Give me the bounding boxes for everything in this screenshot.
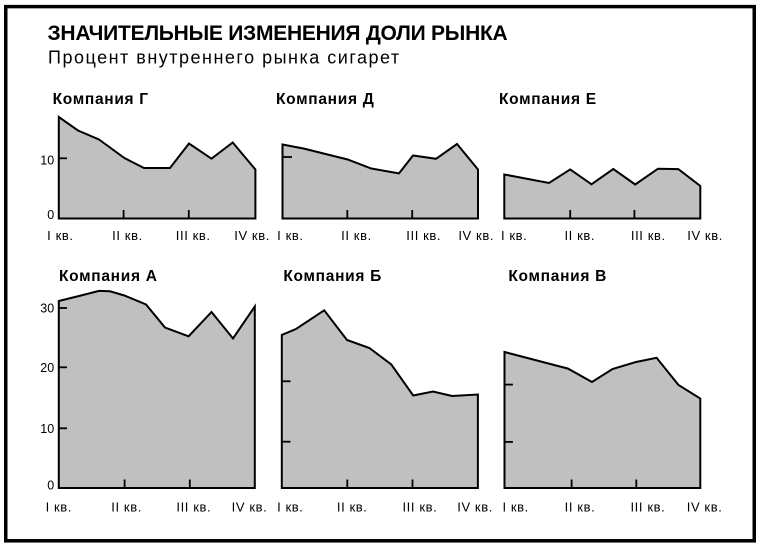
- svg-text:Компания Д: Компания Д: [276, 91, 374, 108]
- svg-text:30: 30: [40, 302, 54, 316]
- svg-text:IV кв.: IV кв.: [458, 228, 494, 243]
- svg-text:Компания Б: Компания Б: [283, 268, 382, 285]
- svg-text:IV кв.: IV кв.: [457, 499, 493, 514]
- svg-text:III кв.: III кв.: [631, 228, 666, 243]
- svg-text:II кв.: II кв.: [341, 228, 372, 243]
- svg-text:II кв.: II кв.: [564, 228, 595, 243]
- svg-text:10: 10: [40, 422, 54, 436]
- svg-text:II кв.: II кв.: [337, 499, 368, 514]
- svg-text:0: 0: [47, 478, 54, 492]
- svg-text:IV кв.: IV кв.: [232, 499, 268, 514]
- svg-text:20: 20: [40, 361, 54, 375]
- svg-text:0: 0: [47, 208, 54, 222]
- svg-text:III кв.: III кв.: [176, 499, 211, 514]
- svg-text:I кв.: I кв.: [502, 499, 528, 514]
- svg-text:Компания Е: Компания Е: [499, 91, 597, 108]
- svg-text:IV кв.: IV кв.: [687, 228, 723, 243]
- svg-text:Компания Г: Компания Г: [53, 91, 149, 108]
- svg-text:ЗНАЧИТЕЛЬНЫЕ ИЗМЕНЕНИЯ ДОЛИ РЫ: ЗНАЧИТЕЛЬНЫЕ ИЗМЕНЕНИЯ ДОЛИ РЫНКА: [48, 22, 508, 45]
- svg-text:I кв.: I кв.: [501, 228, 527, 243]
- svg-text:III кв.: III кв.: [406, 228, 441, 243]
- svg-text:IV кв.: IV кв.: [687, 499, 723, 514]
- svg-text:II кв.: II кв.: [565, 499, 596, 514]
- svg-text:I кв.: I кв.: [47, 228, 73, 243]
- svg-text:II кв.: II кв.: [112, 228, 143, 243]
- svg-text:III кв.: III кв.: [176, 228, 211, 243]
- svg-text:Компания В: Компания В: [508, 268, 607, 285]
- svg-text:10: 10: [40, 154, 54, 168]
- svg-text:I кв.: I кв.: [277, 499, 303, 514]
- svg-text:II кв.: II кв.: [111, 499, 142, 514]
- svg-text:Компания А: Компания А: [59, 268, 158, 285]
- svg-text:Процент внутреннего рынка сига: Процент внутреннего рынка сигарет: [48, 47, 401, 67]
- svg-text:III кв.: III кв.: [630, 499, 665, 514]
- svg-text:III кв.: III кв.: [402, 499, 437, 514]
- svg-text:IV кв.: IV кв.: [234, 228, 270, 243]
- svg-text:I кв.: I кв.: [46, 499, 72, 514]
- svg-text:I кв.: I кв.: [277, 228, 303, 243]
